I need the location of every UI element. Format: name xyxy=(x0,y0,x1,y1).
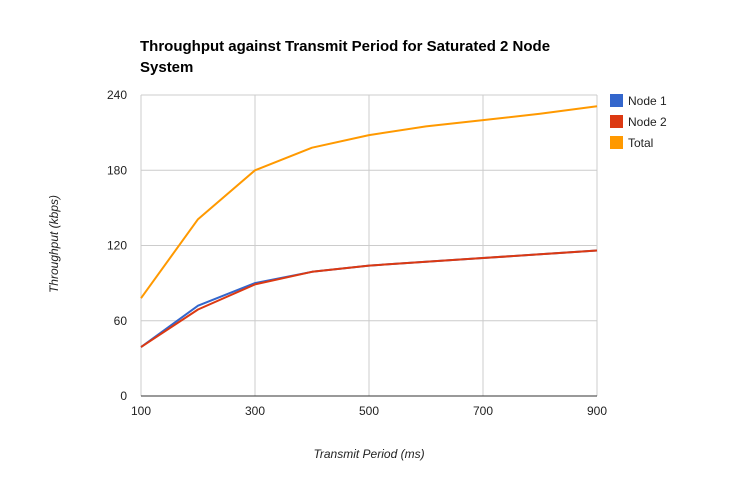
legend-swatch-node-1 xyxy=(610,94,623,107)
y-tick-label: 120 xyxy=(107,239,127,253)
legend-swatch-node-2 xyxy=(610,115,623,128)
y-tick-label: 180 xyxy=(107,163,127,177)
legend-label-node-2: Node 2 xyxy=(628,115,667,129)
y-tick-labels: 0 60 120 180 240 xyxy=(107,88,127,403)
x-tick-label: 700 xyxy=(473,404,493,418)
series-line-node-2 xyxy=(140,249,598,348)
legend: Node 1 Node 2 Total xyxy=(610,94,667,150)
x-tick-labels: 100 300 500 700 900 xyxy=(131,404,607,418)
chart-title-line-2: System xyxy=(140,59,193,76)
series-line-total xyxy=(140,105,598,299)
grid xyxy=(140,94,598,397)
y-tick-label: 0 xyxy=(120,389,127,403)
x-tick-label: 300 xyxy=(245,404,265,418)
x-axis-label: Transmit Period (ms) xyxy=(313,447,424,461)
x-tick-label: 900 xyxy=(587,404,607,418)
chart-title-line-1: Throughput against Transmit Period for S… xyxy=(140,38,550,55)
series-lines xyxy=(140,105,598,348)
y-tick-label: 60 xyxy=(114,314,128,328)
legend-label-total: Total xyxy=(628,136,653,150)
y-axis-label: Throughput (kbps) xyxy=(47,195,61,293)
legend-swatch-total xyxy=(610,136,623,149)
y-tick-label: 240 xyxy=(107,88,127,102)
x-tick-label: 500 xyxy=(359,404,379,418)
x-tick-label: 100 xyxy=(131,404,151,418)
legend-label-node-1: Node 1 xyxy=(628,94,667,108)
